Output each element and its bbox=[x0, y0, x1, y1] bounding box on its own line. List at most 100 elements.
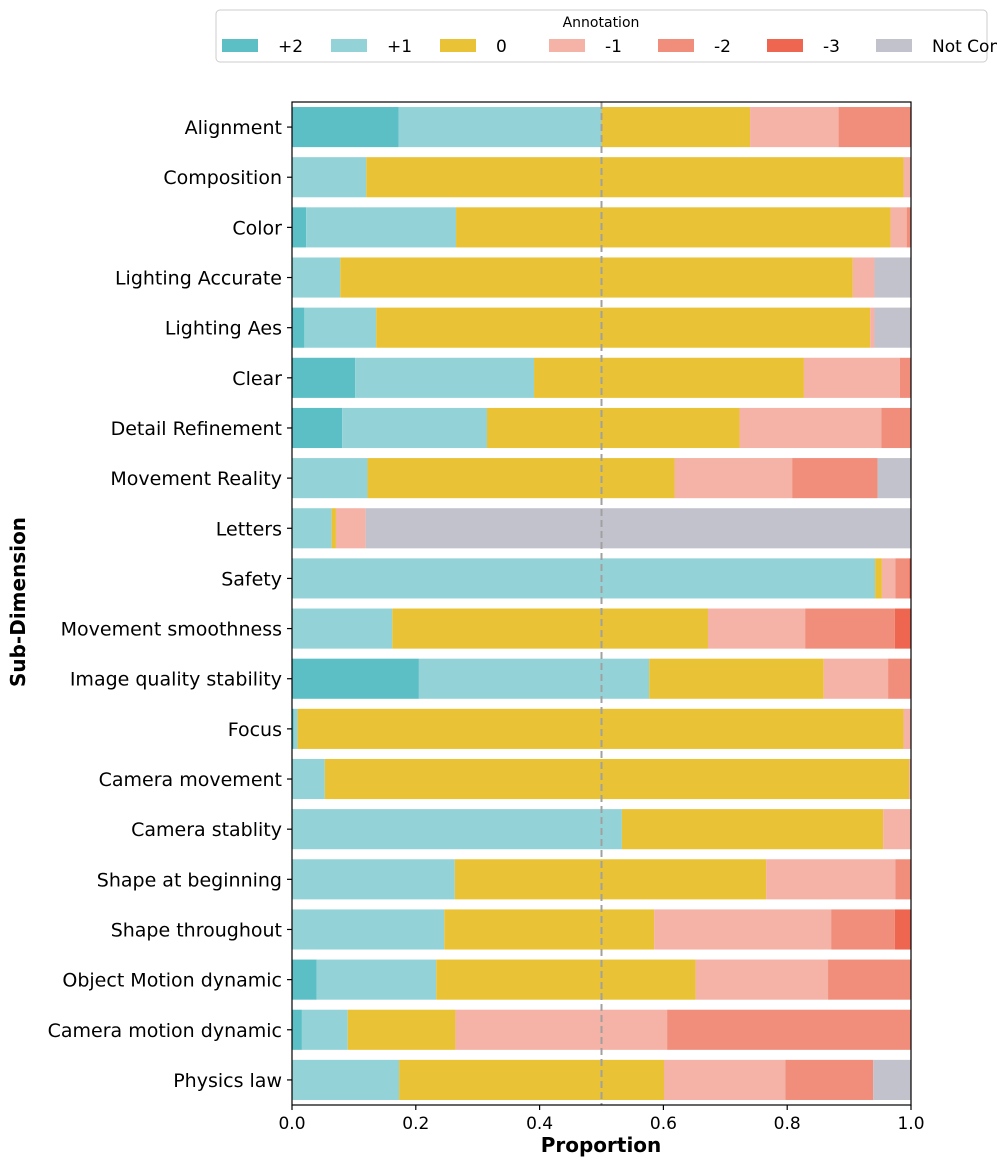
x-tick-label: 0.6 bbox=[650, 1114, 677, 1134]
bar-camera-movement-plusminus-1 bbox=[292, 758, 325, 800]
bar-color-plusminus-1 bbox=[306, 207, 457, 248]
x-tick-label: 1.0 bbox=[897, 1114, 924, 1134]
bar-lighting-aes-minus-1 bbox=[870, 307, 875, 348]
legend-swatch-minus-3 bbox=[767, 39, 803, 52]
bar-camera-movement-minus-1 bbox=[909, 758, 911, 800]
bar-clear-minus-1 bbox=[803, 357, 900, 398]
y-tick-label: Movement Reality bbox=[110, 468, 282, 490]
y-tick-label: Safety bbox=[221, 568, 282, 590]
legend-swatch-plusminus-2 bbox=[222, 39, 258, 52]
bar-physics-law-minus-2 bbox=[785, 1059, 874, 1100]
bar-focus-minus-1 bbox=[903, 708, 911, 749]
legend-label-minus-3: -3 bbox=[823, 37, 840, 57]
bar-safety-minus-2 bbox=[895, 558, 910, 599]
bar-color-plusminus-2 bbox=[292, 207, 307, 248]
bar-image-quality-stability-minus-1 bbox=[823, 658, 889, 699]
bar-alignment-0 bbox=[601, 107, 751, 148]
bar-letters-not-contain bbox=[365, 508, 911, 549]
plot-frame bbox=[291, 101, 912, 1106]
legend-swatch-0 bbox=[440, 39, 476, 52]
bar-clear-plusminus-2 bbox=[292, 357, 356, 398]
bar-object-motion-dynamic-plusminus-1 bbox=[316, 959, 437, 1000]
bar-camera-motion-dynamic-plusminus-1 bbox=[301, 1009, 348, 1050]
y-tick-label: Composition bbox=[163, 167, 282, 189]
bar-color-minus-1 bbox=[890, 207, 907, 248]
legend-swatch-not-contain bbox=[876, 39, 912, 52]
legend-title: Annotation bbox=[563, 15, 640, 31]
bar-color-0 bbox=[456, 207, 891, 248]
y-tick-label: Shape throughout bbox=[111, 919, 282, 941]
y-tick-label: Focus bbox=[228, 719, 282, 741]
bar-clear-0 bbox=[534, 357, 804, 398]
bar-shape-at-beginning-plusminus-1 bbox=[292, 859, 455, 900]
bar-image-quality-stability-plusminus-1 bbox=[418, 658, 650, 699]
bar-clear-minus-2 bbox=[899, 357, 911, 398]
bar-color-minus-2 bbox=[906, 207, 911, 248]
y-tick-label: Image quality stability bbox=[70, 669, 282, 691]
bar-shape-throughout-plusminus-1 bbox=[292, 909, 445, 950]
bar-camera-motion-dynamic-plusminus-2 bbox=[292, 1009, 302, 1050]
bar-lighting-aes-plusminus-1 bbox=[304, 307, 377, 348]
y-tick-label: Shape at beginning bbox=[97, 869, 282, 891]
bar-detail-refinement-0 bbox=[486, 407, 740, 449]
bar-shape-at-beginning-0 bbox=[454, 859, 767, 900]
bar-camera-motion-dynamic-0 bbox=[347, 1009, 456, 1050]
y-tick-label: Lighting Aes bbox=[165, 318, 282, 340]
y-tick-label: Physics law bbox=[173, 1070, 282, 1092]
bar-detail-refinement-minus-2 bbox=[881, 407, 911, 449]
bar-movement-smoothness-minus-3 bbox=[894, 608, 911, 649]
y-tick-label: Color bbox=[232, 217, 282, 239]
bar-camera-movement-0 bbox=[324, 758, 910, 800]
bar-shape-at-beginning-minus-2 bbox=[895, 859, 911, 900]
bar-composition-0 bbox=[366, 157, 904, 198]
y-tick-label: Detail Refinement bbox=[111, 418, 282, 440]
y-tick-label: Lighting Accurate bbox=[115, 268, 282, 290]
bar-movement-reality-not-contain bbox=[877, 458, 911, 499]
legend-label-minus-1: -1 bbox=[605, 37, 622, 57]
x-tick-label: 0.8 bbox=[774, 1114, 801, 1134]
bar-composition-plusminus-1 bbox=[292, 157, 367, 198]
x-tick-label: 0.4 bbox=[526, 1114, 553, 1134]
bar-shape-throughout-minus-2 bbox=[831, 909, 895, 950]
legend-label-0: 0 bbox=[496, 37, 507, 57]
bar-safety-minus-3 bbox=[909, 558, 911, 599]
bar-camera-motion-dynamic-minus-2 bbox=[667, 1009, 911, 1050]
legend-label-plusminus-2: +2 bbox=[278, 37, 303, 57]
legend-label-plusminus-1: +1 bbox=[387, 37, 412, 57]
bar-detail-refinement-plusminus-1 bbox=[342, 407, 487, 449]
bar-image-quality-stability-0 bbox=[649, 658, 824, 699]
y-tick-label: Camera movement bbox=[99, 769, 282, 791]
y-tick-label: Object Motion dynamic bbox=[62, 970, 282, 992]
y-tick-label: Camera motion dynamic bbox=[48, 1020, 282, 1042]
bar-clear-plusminus-1 bbox=[355, 357, 535, 398]
bar-letters-plusminus-1 bbox=[292, 508, 332, 549]
legend-swatch-minus-1 bbox=[549, 39, 585, 52]
bar-safety-minus-1 bbox=[881, 558, 896, 599]
bar-physics-law-0 bbox=[399, 1059, 665, 1100]
bar-object-motion-dynamic-minus-2 bbox=[828, 959, 911, 1000]
bar-shape-throughout-0 bbox=[444, 909, 655, 950]
y-tick-label: Letters bbox=[216, 518, 282, 540]
bar-lighting-accurate-not-contain bbox=[874, 257, 911, 298]
bar-physics-law-not-contain bbox=[873, 1059, 911, 1100]
y-tick-label: Camera stablity bbox=[131, 819, 282, 841]
bar-physics-law-plusminus-1 bbox=[292, 1059, 400, 1100]
bar-camera-motion-dynamic-minus-1 bbox=[455, 1009, 668, 1050]
bar-camera-stablity-0 bbox=[621, 809, 884, 850]
bar-detail-refinement-minus-1 bbox=[739, 407, 882, 449]
bar-focus-plusminus-1 bbox=[293, 708, 298, 749]
bar-movement-reality-0 bbox=[367, 458, 675, 499]
bar-movement-smoothness-minus-2 bbox=[805, 608, 895, 649]
bar-object-motion-dynamic-plusminus-2 bbox=[292, 959, 317, 1000]
bar-safety-plusminus-1 bbox=[292, 558, 876, 599]
bar-lighting-accurate-plusminus-1 bbox=[292, 257, 341, 298]
bar-movement-smoothness-0 bbox=[392, 608, 708, 649]
bar-lighting-aes-not-contain bbox=[874, 307, 911, 348]
y-tick-label: Alignment bbox=[185, 117, 282, 139]
legend-label-minus-2: -2 bbox=[714, 37, 731, 57]
bar-movement-reality-minus-2 bbox=[792, 458, 878, 499]
bar-movement-smoothness-minus-1 bbox=[707, 608, 806, 649]
bar-alignment-plusminus-2 bbox=[292, 107, 399, 148]
y-tick-label: Clear bbox=[232, 368, 282, 390]
